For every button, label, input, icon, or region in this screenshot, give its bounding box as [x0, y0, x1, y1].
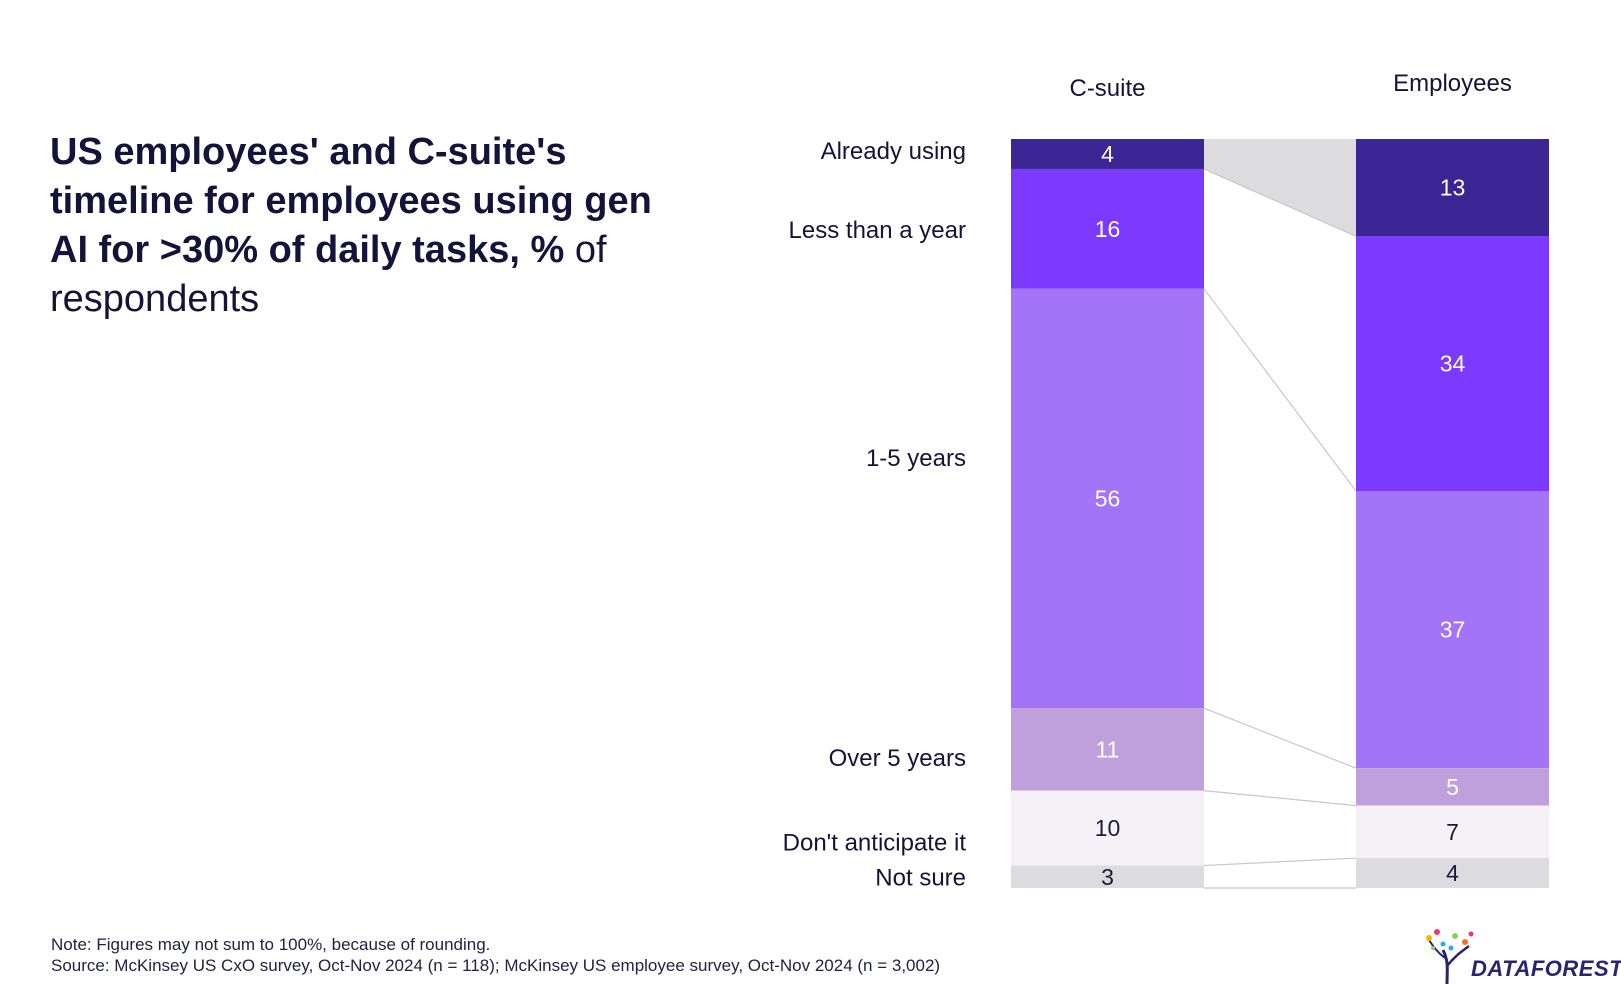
connector-line — [1203, 288, 1357, 492]
segment-label: Less than a year — [789, 217, 966, 244]
bar-segment — [1011, 708, 1204, 791]
bar-segment — [1356, 858, 1549, 888]
data-label: 34 — [1440, 351, 1466, 377]
category-label: C-suite — [1069, 75, 1145, 102]
data-label: 11 — [1096, 736, 1120, 762]
connector-line — [1203, 857, 1357, 867]
dataforest-logo: DATAFOREST — [1425, 926, 1621, 986]
data-label: 4 — [1101, 141, 1114, 167]
connector-line — [1203, 790, 1357, 807]
bar-segment — [1356, 236, 1549, 492]
bar-segment — [1011, 790, 1204, 866]
data-label: 5 — [1446, 774, 1459, 800]
segment-label: Not sure — [875, 865, 966, 892]
connector-highlight-already-using — [1204, 139, 1356, 237]
bar-segment — [1356, 491, 1549, 769]
chart-footer: Note: Figures may not sum to 100%, becau… — [51, 934, 940, 976]
bar-segment — [1356, 768, 1549, 806]
tree-icon — [1426, 929, 1474, 985]
data-label: 56 — [1095, 486, 1121, 512]
bar-segment — [1356, 805, 1549, 859]
bar-segment — [1011, 168, 1204, 289]
footer-source: Source: McKinsey US CxO survey, Oct-Nov … — [51, 956, 941, 975]
bar-segment — [1356, 139, 1549, 237]
data-label: 4 — [1446, 860, 1459, 886]
chart-title-normal: of respondents — [50, 229, 607, 320]
connector-line — [1203, 707, 1357, 769]
segment-label: Over 5 years — [829, 745, 966, 772]
data-label: 16 — [1095, 216, 1121, 242]
footer-note: Note: Figures may not sum to 100%, becau… — [51, 935, 491, 954]
category-label: Employees — [1393, 70, 1512, 97]
connector-line — [1203, 168, 1357, 237]
segment-label: Already using — [821, 138, 966, 165]
chart-title-bold: US employees' and C-suite's timeline for… — [50, 131, 652, 271]
bar-segment — [1011, 865, 1204, 888]
bar-segment — [1011, 288, 1204, 709]
segment-label: Don't anticipate it — [783, 830, 967, 857]
data-label: 7 — [1446, 819, 1459, 845]
data-label: 13 — [1440, 175, 1466, 201]
data-label: 3 — [1101, 864, 1114, 890]
data-label: 37 — [1440, 617, 1466, 643]
data-label: 10 — [1095, 815, 1121, 841]
logo-text: DATAFOREST — [1471, 956, 1621, 981]
segment-label: 1-5 years — [866, 445, 966, 472]
chart-title: US employees' and C-suite's timeline for… — [50, 128, 690, 324]
bar-segment — [1011, 139, 1204, 169]
